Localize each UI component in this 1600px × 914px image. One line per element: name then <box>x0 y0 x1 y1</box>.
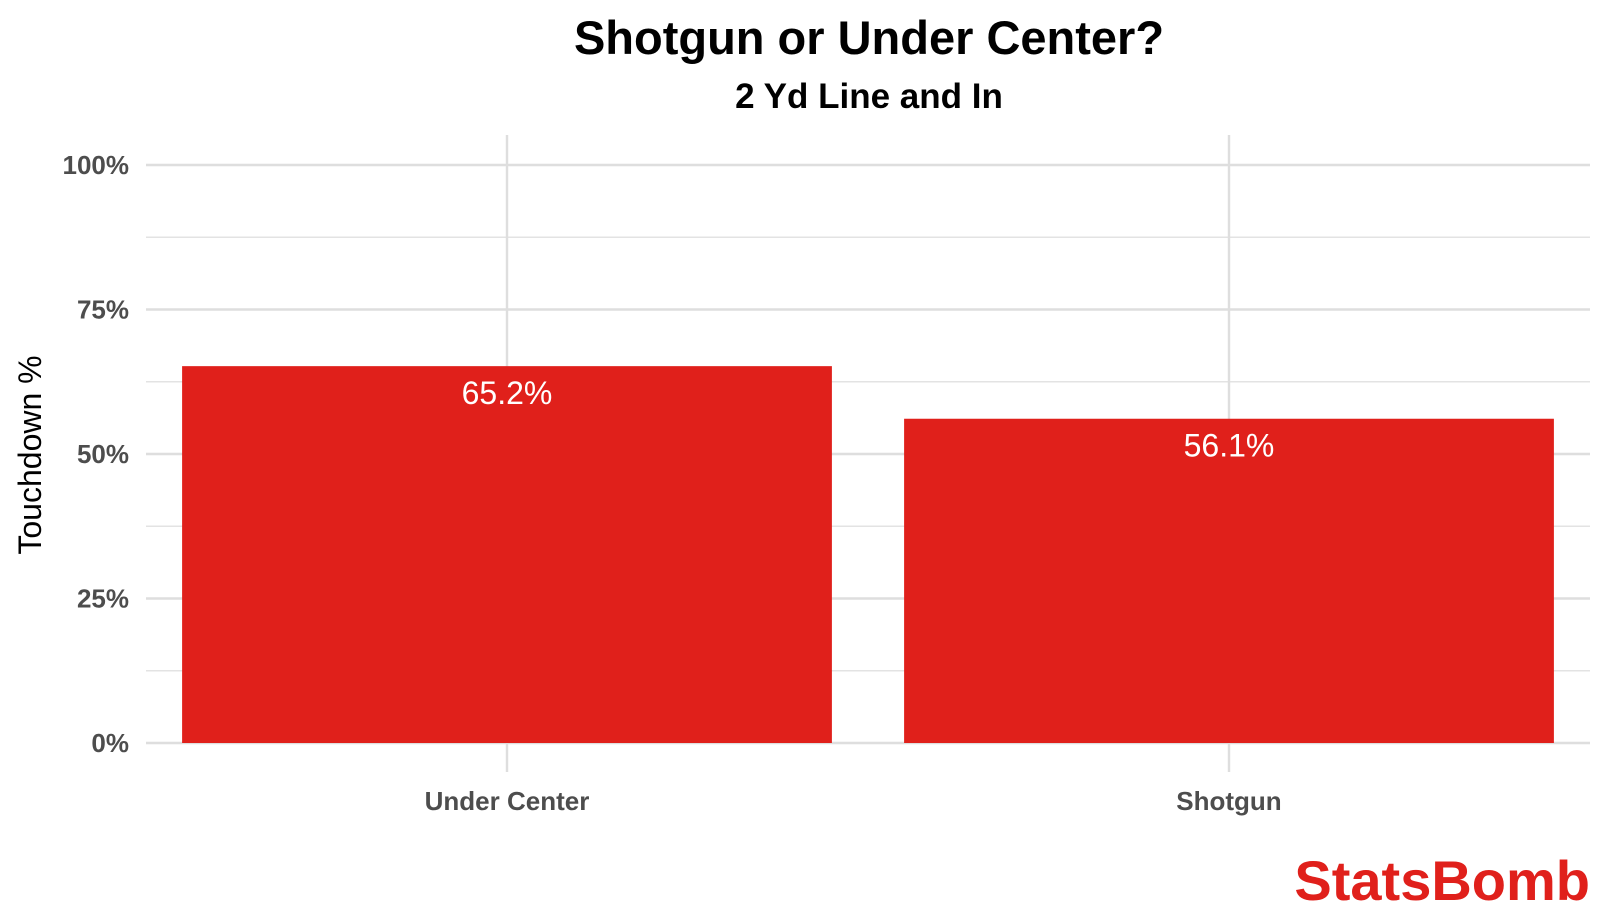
bars <box>182 366 1554 743</box>
y-tick-label: 75% <box>77 295 129 325</box>
y-axis-title: Touchdown % <box>12 355 48 554</box>
y-tick-label: 25% <box>77 584 129 614</box>
bar-under-center <box>182 366 832 743</box>
chart-subtitle: 2 Yd Line and In <box>735 77 1003 116</box>
x-axis-ticks: Under Center Shotgun <box>425 786 1282 816</box>
x-tick-label: Under Center <box>425 786 590 816</box>
statsbomb-logo: StatsBomb <box>1294 849 1590 912</box>
y-axis-ticks: 0% 25% 50% 75% 100% <box>63 150 130 758</box>
y-tick-label: 50% <box>77 439 129 469</box>
y-tick-label: 100% <box>63 150 130 180</box>
data-labels: 65.2% 56.1% <box>462 375 1275 464</box>
data-label: 65.2% <box>462 375 553 411</box>
bar-shotgun <box>904 418 1554 743</box>
data-label: 56.1% <box>1184 428 1275 464</box>
chart-title: Shotgun or Under Center? <box>574 11 1164 64</box>
y-tick-label: 0% <box>91 728 129 758</box>
x-tick-label: Shotgun <box>1176 786 1281 816</box>
